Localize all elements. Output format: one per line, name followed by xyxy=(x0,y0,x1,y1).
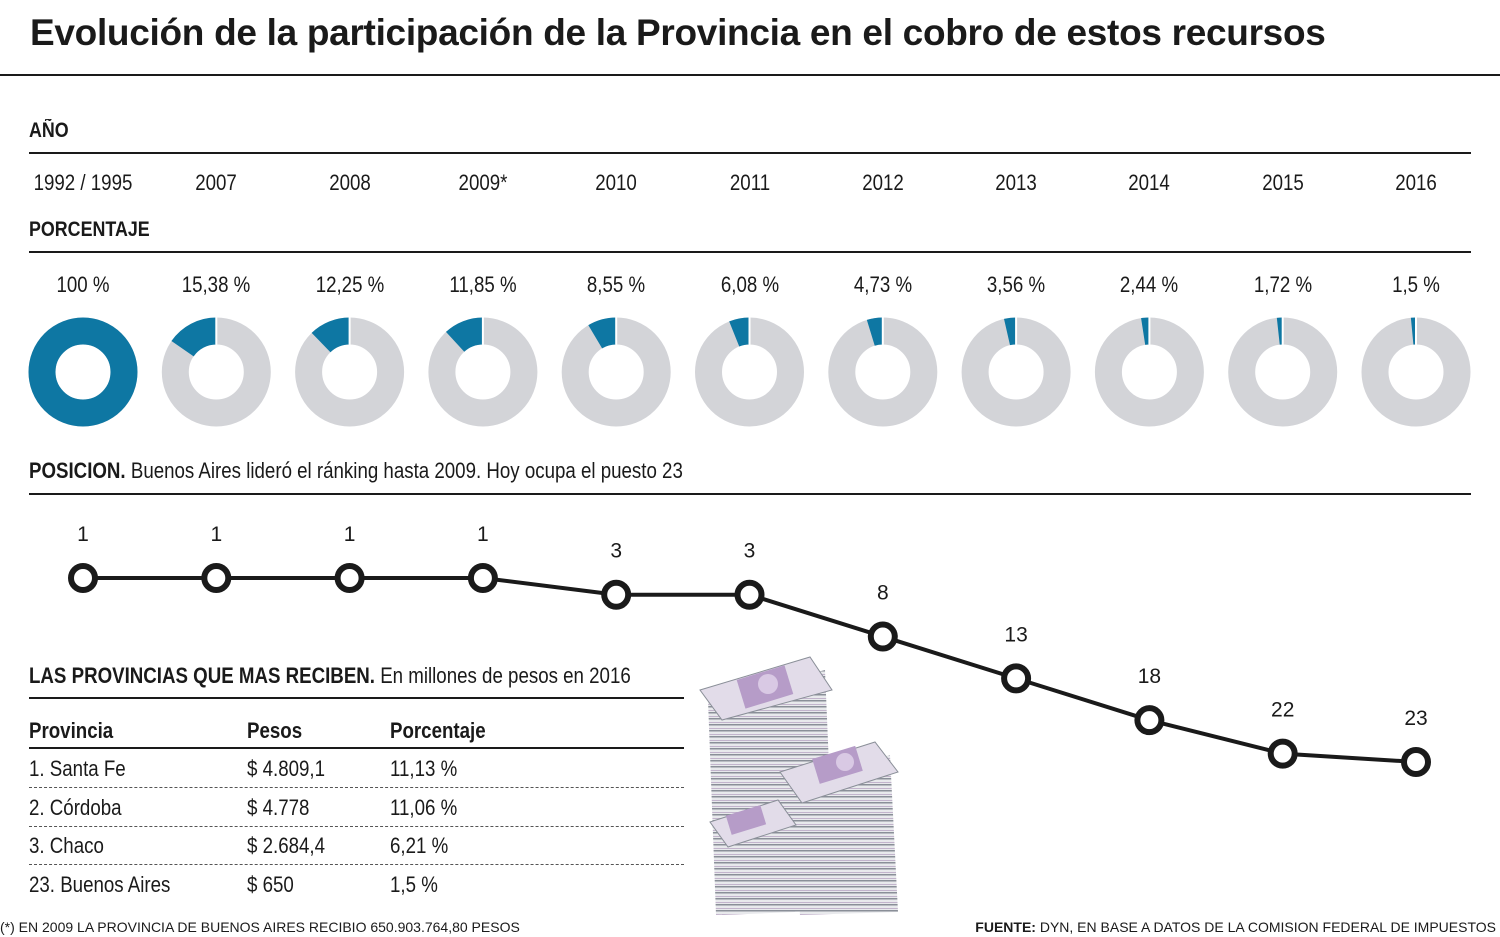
anio-rule xyxy=(29,152,1471,154)
position-point xyxy=(201,563,232,593)
position-value-label: 8 xyxy=(877,582,889,605)
table-title: LAS PROVINCIAS QUE MAS RECIBEN. En millo… xyxy=(29,663,631,689)
position-point xyxy=(601,579,632,610)
position-point xyxy=(734,579,765,610)
year-label: 2007 xyxy=(195,170,238,195)
footer-source: FUENTE: DYN, EN BASE A DATOS DE LA COMIS… xyxy=(975,919,1496,935)
position-point xyxy=(334,563,365,593)
donut-segment xyxy=(1361,317,1471,427)
money-stacks-illustration xyxy=(699,656,899,915)
table-row-divider xyxy=(29,864,684,865)
position-value-label: 13 xyxy=(1004,623,1027,646)
table-cell-pesos: $ 2.684,4 xyxy=(247,833,325,858)
table-cell-provincia: 23. Buenos Aires xyxy=(29,871,171,897)
table-cell-provincia: 2. Córdoba xyxy=(29,794,122,820)
percent-label: 12,25 % xyxy=(315,272,384,297)
percent-label: 2,44 % xyxy=(1120,272,1179,297)
donut-segment xyxy=(428,317,538,427)
position-value-label: 1 xyxy=(477,523,489,546)
table-header-pesos: Pesos xyxy=(247,718,303,743)
table-cell-provincia: 1. Santa Fe xyxy=(29,756,126,781)
percent-label: 15,38 % xyxy=(181,272,251,297)
donut-charts xyxy=(28,317,1471,427)
position-point xyxy=(1134,705,1165,736)
table-title-rule xyxy=(29,697,684,699)
position-point xyxy=(68,563,98,593)
percent-label: 100 % xyxy=(56,272,110,297)
year-label: 2008 xyxy=(328,170,371,195)
table-title-bold: LAS PROVINCIAS QUE MAS RECIBEN. xyxy=(29,663,375,688)
position-point xyxy=(1401,747,1431,777)
position-point xyxy=(1001,663,1032,694)
position-value-label: 3 xyxy=(610,540,622,563)
footer-source-bold: FUENTE: xyxy=(975,919,1036,935)
position-value-label: 3 xyxy=(744,540,756,563)
year-label: 2012 xyxy=(861,170,904,195)
position-value-label: 22 xyxy=(1271,699,1294,722)
table-cell-porcentaje: 11,13 % xyxy=(390,756,458,781)
position-value-label: 1 xyxy=(210,523,222,546)
year-label: 2010 xyxy=(595,170,637,195)
year-label: 2015 xyxy=(1261,170,1304,195)
donut-segment xyxy=(28,317,138,427)
percent-label: 8,55 % xyxy=(587,272,646,297)
table-cell-provincia: 3. Chaco xyxy=(29,833,104,858)
donut-segment xyxy=(961,317,1071,427)
title-rule xyxy=(0,74,1500,76)
table-row-divider xyxy=(29,787,684,788)
table-cell-porcentaje: 6,21 % xyxy=(390,833,449,858)
position-caption-text: Buenos Aires lideró el ránking hasta 200… xyxy=(130,458,683,483)
position-rule xyxy=(29,493,1471,495)
position-value-label: 23 xyxy=(1404,707,1427,730)
donut-segment xyxy=(695,317,804,427)
position-caption: POSICION. Buenos Aires lideró el ránking… xyxy=(29,458,683,484)
donut-segment xyxy=(295,317,405,427)
year-label: 1992 / 1995 xyxy=(33,170,133,195)
table-cell-pesos: $ 4.778 xyxy=(247,794,310,820)
position-value-label: 1 xyxy=(344,523,356,546)
donut-segment xyxy=(161,317,271,427)
porcentaje-rule xyxy=(29,251,1471,253)
table-cell-porcentaje: 11,06 % xyxy=(390,794,458,820)
table-header-provincia: Provincia xyxy=(29,718,114,743)
porcentaje-label: PORCENTAJE xyxy=(29,218,150,241)
donut-segment xyxy=(828,317,938,427)
percent-label: 1,72 % xyxy=(1253,272,1312,297)
footer-source-text: DYN, EN BASE A DATOS DE LA COMISION FEDE… xyxy=(1039,919,1496,935)
year-label: 2014 xyxy=(1128,170,1171,195)
money-stack-left xyxy=(709,799,797,915)
money-stack-right xyxy=(779,741,899,915)
donut-segment xyxy=(1094,317,1204,427)
table-cell-porcentaje: 1,5 % xyxy=(390,871,438,897)
table-header-porcentaje: Porcentaje xyxy=(390,718,486,743)
position-caption-bold: POSICION. xyxy=(29,458,126,483)
percent-label: 11,85 % xyxy=(449,272,517,297)
percent-label: 6,08 % xyxy=(720,272,779,297)
donut-segment xyxy=(1228,317,1338,427)
year-label: 2016 xyxy=(1395,170,1437,195)
table-cell-pesos: $ 650 xyxy=(247,871,294,897)
position-value-label: 1 xyxy=(77,523,89,546)
year-label: 2013 xyxy=(995,170,1037,195)
percent-label: 1,5 % xyxy=(1392,272,1440,297)
position-points xyxy=(68,563,1431,777)
year-label: 2009* xyxy=(458,170,508,195)
donut-segment xyxy=(561,317,671,427)
position-point xyxy=(867,621,898,652)
year-label: 2011 xyxy=(729,170,770,195)
table-header-rule xyxy=(29,747,684,749)
anio-label: AÑO xyxy=(29,119,69,142)
percent-label: 3,56 % xyxy=(986,272,1046,297)
position-point xyxy=(467,563,498,593)
table-row-divider xyxy=(29,825,684,827)
percent-label: 4,73 % xyxy=(853,272,912,297)
table-title-text: En millones de pesos en 2016 xyxy=(380,663,631,688)
table-cell-pesos: $ 4.809,1 xyxy=(247,756,325,781)
position-value-label: 18 xyxy=(1138,665,1161,688)
footer-note: (*) EN 2009 LA PROVINCIA DE BUENOS AIRES… xyxy=(0,919,520,935)
page-title: Evolución de la participación de la Prov… xyxy=(30,12,1326,53)
position-point xyxy=(1267,738,1298,769)
